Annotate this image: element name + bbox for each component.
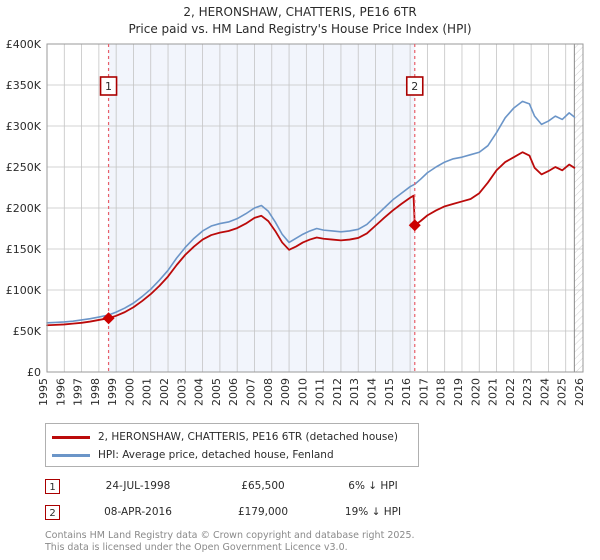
x-axis-tick-label: 2008 bbox=[262, 378, 275, 406]
x-axis-tick-label: 2009 bbox=[279, 378, 292, 406]
footer-line-1: Contains HM Land Registry data © Crown c… bbox=[45, 530, 415, 541]
y-axis-tick-label: £400K bbox=[6, 38, 42, 51]
x-axis-tick-label: 2003 bbox=[175, 378, 188, 406]
hpi-series-line bbox=[46, 100, 576, 324]
table-row: 2 08-APR-2016 £179,000 19% ↓ HPI bbox=[45, 499, 475, 525]
x-axis-tick-label: 2026 bbox=[573, 378, 586, 406]
x-axis-tick-label: 2007 bbox=[244, 378, 257, 406]
x-axis-tick-label: 1999 bbox=[106, 378, 119, 406]
table-row: 1 24-JUL-1998 £65,500 6% ↓ HPI bbox=[45, 473, 475, 499]
legend-label-price-paid: 2, HERONSHAW, CHATTERIS, PE16 6TR (detac… bbox=[98, 431, 398, 443]
y-axis-tick-label: £50K bbox=[13, 325, 42, 338]
legend-label-hpi: HPI: Average price, detached house, Fenl… bbox=[98, 449, 334, 461]
x-axis-tick-label: 2020 bbox=[469, 378, 482, 406]
x-axis-tick-label: 2022 bbox=[504, 378, 517, 406]
x-axis-tick-label: 2018 bbox=[435, 378, 448, 406]
transaction-price-1: £65,500 bbox=[241, 480, 285, 492]
x-axis-tick-label: 2017 bbox=[417, 378, 430, 406]
x-axis-tick-label: 2004 bbox=[193, 378, 206, 406]
x-axis-tick-label: 2015 bbox=[383, 378, 396, 406]
chart-marker-badge-1: 1 bbox=[105, 80, 112, 93]
transactions-table: 1 24-JUL-1998 £65,500 6% ↓ HPI 2 08-APR-… bbox=[45, 473, 475, 525]
transaction-date-1: 24-JUL-1998 bbox=[105, 480, 171, 492]
x-axis-tick-label: 2021 bbox=[487, 378, 500, 406]
x-axis-tick-label: 2019 bbox=[452, 378, 465, 406]
marker-badge-1: 1 bbox=[45, 478, 60, 494]
chart-marker-badge-2: 2 bbox=[411, 80, 418, 93]
x-axis-tick-label: 1995 bbox=[37, 378, 50, 406]
transaction-date-2: 08-APR-2016 bbox=[104, 506, 172, 518]
x-axis-tick-label: 1997 bbox=[72, 378, 85, 406]
copyright-footer: Contains HM Land Registry data © Crown c… bbox=[45, 530, 585, 553]
page-subtitle: Price paid vs. HM Land Registry's House … bbox=[128, 22, 472, 36]
sale-point-marker[interactable] bbox=[408, 219, 421, 232]
footer-line-2: This data is licensed under the Open Gov… bbox=[45, 541, 348, 553]
transaction-hpi-delta-1: 6% ↓ HPI bbox=[348, 480, 398, 492]
x-axis-tick-label: 2002 bbox=[158, 378, 171, 406]
x-axis-tick-label: 2011 bbox=[314, 378, 327, 406]
price-paid-series-line bbox=[46, 151, 576, 327]
marker-badge-2: 2 bbox=[45, 504, 60, 520]
price-history-plot: £0 £50K £100K £150K £200K £250K £300K £350K £400… bbox=[6, 38, 586, 406]
y-axis-tick-label: £300K bbox=[6, 120, 42, 133]
transaction-hpi-delta-2: 19% ↓ HPI bbox=[344, 506, 402, 518]
x-axis-tick-label: 2024 bbox=[538, 378, 551, 406]
legend-item-price-paid: 2, HERONSHAW, CHATTERIS, PE16 6TR (detac… bbox=[52, 428, 412, 446]
x-axis-tick-label: 2016 bbox=[400, 378, 413, 406]
legend-item-hpi: HPI: Average price, detached house, Fenl… bbox=[52, 446, 412, 464]
chart-title-block: 2, HERONSHAW, CHATTERIS, PE16 6TR Price … bbox=[0, 4, 600, 38]
legend-swatch-price-paid bbox=[52, 435, 90, 439]
x-axis-tick-label: 2010 bbox=[296, 378, 309, 406]
sale-point-marker[interactable] bbox=[102, 312, 115, 325]
x-axis-tick-label: 2025 bbox=[556, 378, 569, 406]
x-axis-tick-label: 2006 bbox=[227, 378, 240, 406]
y-axis-tick-label: £0 bbox=[27, 366, 41, 379]
x-axis-tick-label: 1998 bbox=[89, 378, 102, 406]
y-axis-tick-label: £100K bbox=[6, 284, 42, 297]
x-axis-tick-label: 2023 bbox=[521, 378, 534, 406]
x-axis-tick-label: 2014 bbox=[366, 378, 379, 406]
page-title: 2, HERONSHAW, CHATTERIS, PE16 6TR bbox=[183, 5, 417, 19]
x-axis-tick-label: 2013 bbox=[348, 378, 361, 406]
y-axis-tick-label: £150K bbox=[6, 243, 42, 256]
y-axis-tick-label: £250K bbox=[6, 161, 42, 174]
x-axis-tick-label: 2012 bbox=[331, 378, 344, 406]
chart-legend: 2, HERONSHAW, CHATTERIS, PE16 6TR (detac… bbox=[45, 423, 419, 467]
x-axis-tick-label: 1996 bbox=[54, 378, 67, 406]
x-axis-tick-label: 2001 bbox=[141, 378, 154, 406]
x-axis-tick-label: 2005 bbox=[210, 378, 223, 406]
y-axis-tick-label: £200K bbox=[6, 202, 42, 215]
transaction-price-2: £179,000 bbox=[237, 506, 289, 518]
legend-swatch-hpi bbox=[52, 453, 90, 457]
y-axis-tick-label: £350K bbox=[6, 79, 42, 92]
x-axis-tick-label: 2000 bbox=[123, 378, 136, 406]
